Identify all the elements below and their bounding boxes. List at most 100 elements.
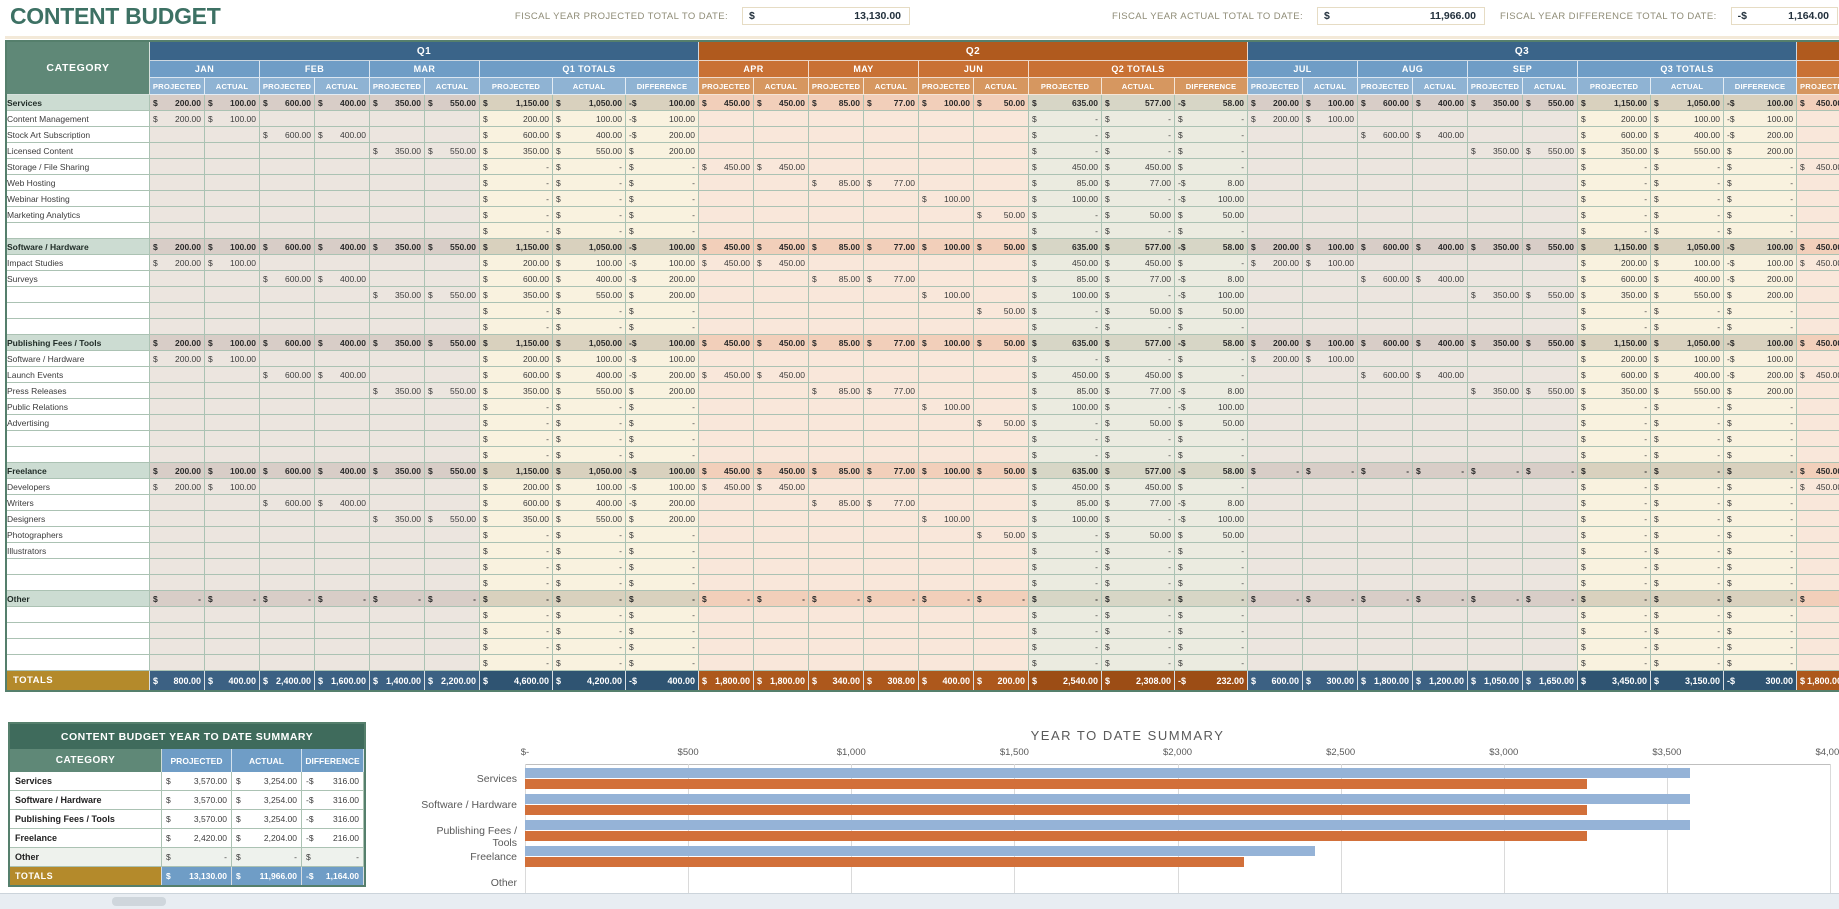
budget-cell[interactable] <box>754 383 810 399</box>
budget-cell[interactable] <box>370 415 425 431</box>
budget-cell[interactable] <box>1248 559 1304 575</box>
budget-cell[interactable]: $- <box>626 207 700 223</box>
budget-cell[interactable]: $400.00 <box>315 335 370 351</box>
budget-cell[interactable]: $- <box>754 591 810 607</box>
budget-cell[interactable]: $400.00 <box>315 127 370 143</box>
budget-cell[interactable] <box>205 607 260 623</box>
budget-cell[interactable]: $450.00 <box>699 255 755 271</box>
row-category[interactable]: Developers <box>7 479 150 495</box>
budget-cell[interactable]: $- <box>1578 527 1652 543</box>
budget-cell[interactable] <box>809 607 865 623</box>
budget-cell[interactable] <box>1248 175 1304 191</box>
budget-cell[interactable] <box>1413 479 1469 495</box>
budget-cell[interactable]: $- <box>1029 575 1103 591</box>
row-category[interactable] <box>7 655 150 671</box>
budget-cell[interactable]: $- <box>626 431 700 447</box>
budget-cell[interactable]: $- <box>699 591 755 607</box>
budget-cell[interactable]: $1,150.00 <box>480 95 553 111</box>
budget-cell[interactable] <box>699 191 755 207</box>
budget-cell[interactable] <box>1413 111 1469 127</box>
budget-cell[interactable]: $600.00 <box>1358 367 1414 383</box>
budget-cell[interactable] <box>315 575 370 591</box>
budget-cell[interactable]: $- <box>626 575 700 591</box>
budget-cell[interactable]: $50.00 <box>1102 207 1176 223</box>
budget-cell[interactable]: $600.00 <box>480 127 553 143</box>
budget-cell[interactable] <box>919 559 975 575</box>
budget-cell[interactable] <box>260 287 315 303</box>
budget-cell[interactable] <box>754 111 810 127</box>
row-category[interactable]: Publishing Fees / Tools <box>7 335 150 351</box>
budget-cell[interactable] <box>864 367 920 383</box>
budget-cell[interactable] <box>1303 191 1359 207</box>
budget-cell[interactable]: $577.00 <box>1102 335 1176 351</box>
budget-cell[interactable]: $1,150.00 <box>480 239 553 255</box>
budget-cell[interactable] <box>974 495 1030 511</box>
budget-cell[interactable] <box>1303 319 1359 335</box>
budget-cell[interactable] <box>1797 175 1839 191</box>
budget-cell[interactable] <box>699 527 755 543</box>
row-category[interactable]: Writers <box>7 495 150 511</box>
budget-cell[interactable] <box>1358 639 1414 655</box>
budget-cell[interactable]: $- <box>1175 639 1249 655</box>
budget-cell[interactable] <box>425 271 480 287</box>
budget-cell[interactable]: $- <box>1724 511 1798 527</box>
budget-cell[interactable]: $- <box>553 159 626 175</box>
row-category[interactable]: Freelance <box>7 463 150 479</box>
budget-cell[interactable]: $- <box>1248 463 1304 479</box>
budget-cell[interactable] <box>1248 415 1304 431</box>
budget-cell[interactable]: $- <box>1578 207 1652 223</box>
budget-cell[interactable]: $- <box>1578 447 1652 463</box>
budget-cell[interactable] <box>809 527 865 543</box>
summary-cell[interactable]: $2,204.00 <box>232 829 302 848</box>
budget-cell[interactable]: $450.00 <box>1797 255 1839 271</box>
budget-cell[interactable]: $400.00 <box>1651 271 1725 287</box>
budget-cell[interactable]: $- <box>1724 639 1798 655</box>
budget-cell[interactable]: $- <box>1578 543 1652 559</box>
budget-cell[interactable]: $- <box>553 223 626 239</box>
budget-cell[interactable] <box>1413 159 1469 175</box>
budget-cell[interactable]: $- <box>1102 623 1176 639</box>
budget-cell[interactable]: -$ 58.00 <box>1175 335 1249 351</box>
budget-cell[interactable] <box>1248 431 1304 447</box>
budget-cell[interactable] <box>1797 511 1839 527</box>
budget-cell[interactable] <box>1358 111 1414 127</box>
budget-cell[interactable] <box>150 527 205 543</box>
budget-cell[interactable]: $- <box>1102 127 1176 143</box>
budget-cell[interactable] <box>260 191 315 207</box>
budget-cell[interactable] <box>1797 447 1839 463</box>
budget-cell[interactable]: $- <box>1175 111 1249 127</box>
budget-cell[interactable]: $550.00 <box>553 287 626 303</box>
budget-cell[interactable] <box>919 255 975 271</box>
budget-cell[interactable] <box>864 543 920 559</box>
budget-cell[interactable]: $577.00 <box>1102 95 1176 111</box>
budget-cell[interactable] <box>1358 511 1414 527</box>
budget-cell[interactable]: $635.00 <box>1029 335 1103 351</box>
summary-cell[interactable]: $2,420.00 <box>162 829 232 848</box>
budget-cell[interactable]: $- <box>626 639 700 655</box>
budget-cell[interactable]: $200.00 <box>150 255 205 271</box>
budget-cell[interactable] <box>1468 607 1524 623</box>
budget-cell[interactable]: $- <box>1651 559 1725 575</box>
budget-cell[interactable] <box>864 399 920 415</box>
budget-cell[interactable]: $- <box>626 447 700 463</box>
budget-cell[interactable]: $350.00 <box>370 287 425 303</box>
budget-cell[interactable]: $1,150.00 <box>1578 239 1652 255</box>
budget-cell[interactable] <box>754 623 810 639</box>
budget-cell[interactable]: $400.00 <box>1651 367 1725 383</box>
budget-cell[interactable] <box>1303 367 1359 383</box>
budget-cell[interactable] <box>1468 431 1524 447</box>
budget-cell[interactable] <box>205 559 260 575</box>
budget-cell[interactable]: $- <box>626 591 700 607</box>
budget-cell[interactable] <box>699 303 755 319</box>
budget-cell[interactable]: $600.00 <box>1358 335 1414 351</box>
budget-cell[interactable] <box>974 559 1030 575</box>
budget-cell[interactable]: $- <box>1029 447 1103 463</box>
summary-cell[interactable]: $ - <box>162 848 232 867</box>
budget-cell[interactable] <box>315 655 370 671</box>
budget-cell[interactable]: $1,050.00 <box>1651 335 1725 351</box>
budget-cell[interactable] <box>1468 495 1524 511</box>
budget-cell[interactable] <box>864 559 920 575</box>
budget-cell[interactable]: $- <box>1175 575 1249 591</box>
budget-cell[interactable]: $550.00 <box>425 383 480 399</box>
budget-cell[interactable] <box>1413 527 1469 543</box>
